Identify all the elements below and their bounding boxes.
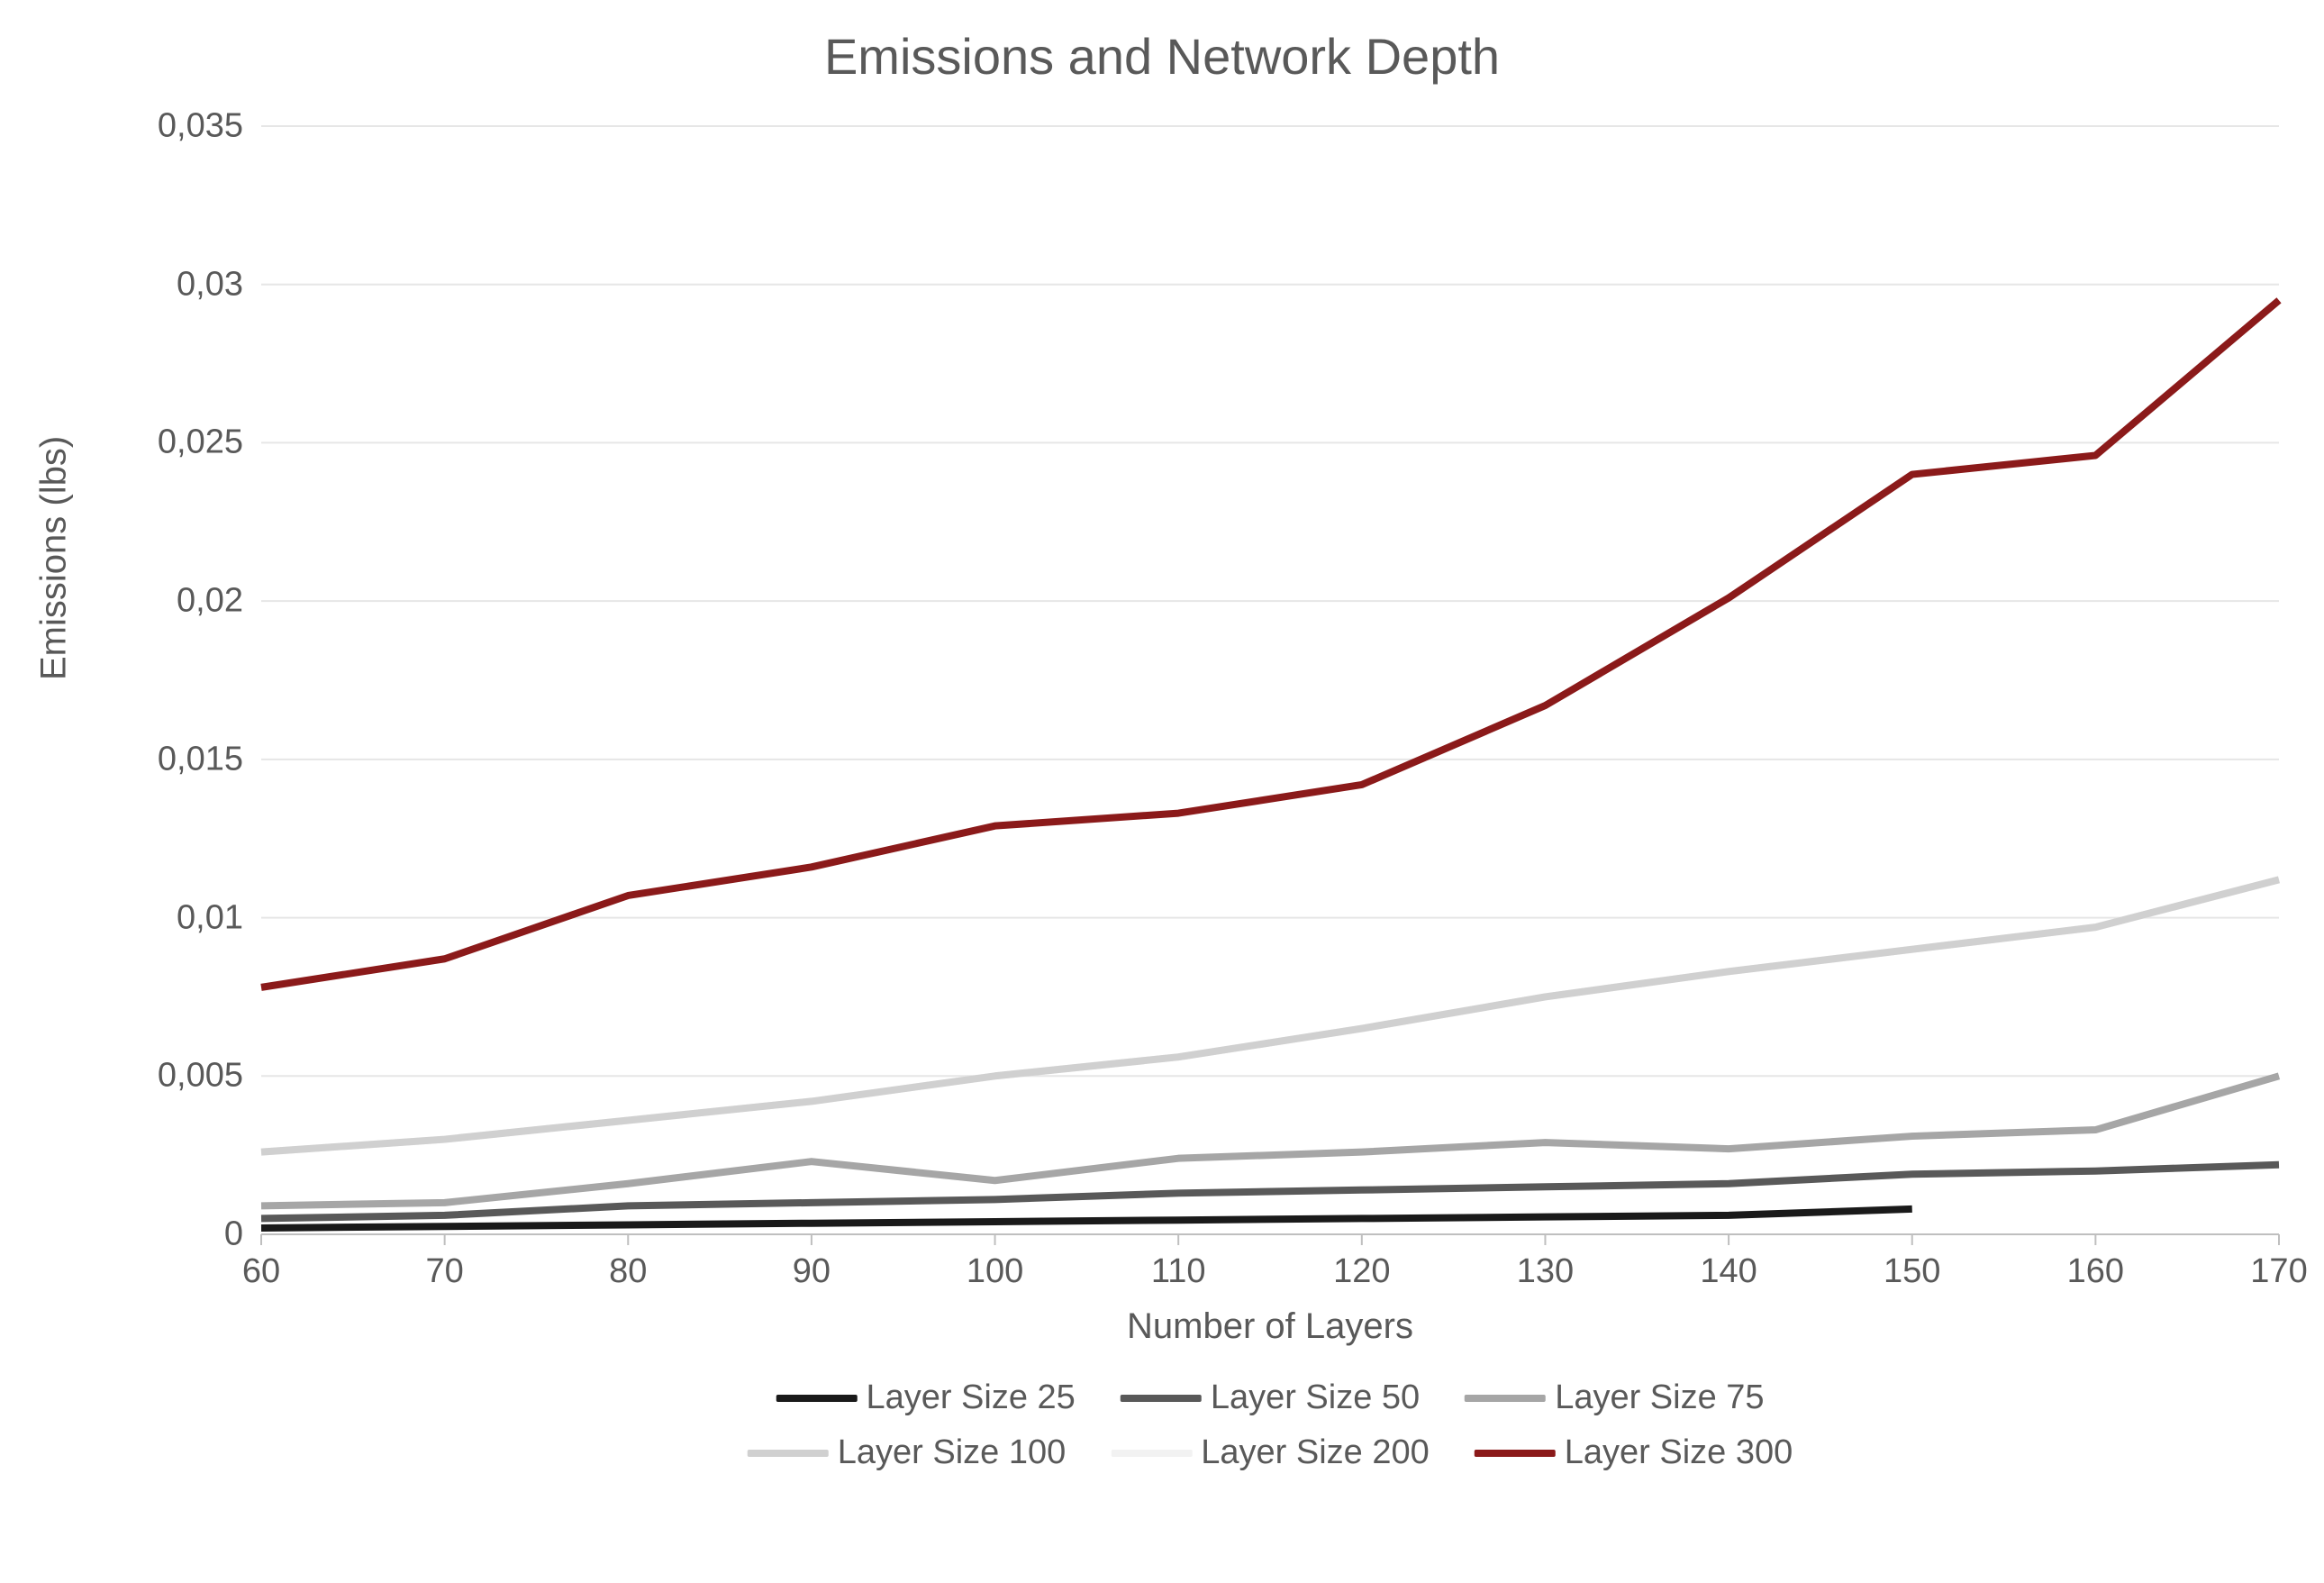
y-tick-label: 0,035 — [158, 107, 243, 146]
x-tick-label: 110 — [1151, 1252, 1206, 1291]
legend-label: Layer Size 25 — [866, 1378, 1075, 1417]
x-tick-label: 90 — [793, 1252, 831, 1291]
legend-label: Layer Size 50 — [1211, 1378, 1420, 1417]
plot-area — [261, 126, 2279, 1234]
x-tick-label: 150 — [1884, 1252, 1940, 1291]
x-tick-label: 160 — [2067, 1252, 2124, 1291]
legend-label: Layer Size 75 — [1555, 1378, 1764, 1417]
series-line-layer300 — [261, 300, 2279, 987]
y-axis-label: Emissions (lbs) — [34, 436, 75, 680]
legend-item-layer100: Layer Size 100 — [748, 1433, 1067, 1472]
legend-swatch — [1121, 1395, 1202, 1402]
legend-item-layer300: Layer Size 300 — [1475, 1433, 1793, 1472]
x-tick-label: 60 — [242, 1252, 280, 1291]
legend-item-layer200: Layer Size 200 — [1111, 1433, 1430, 1472]
x-tick-label: 130 — [1517, 1252, 1574, 1291]
y-tick-label: 0,025 — [158, 423, 243, 462]
legend-label: Layer Size 200 — [1201, 1433, 1430, 1472]
emissions-chart: Emissions and Network Depth Emissions (l… — [0, 0, 2324, 1583]
legend-label: Layer Size 300 — [1565, 1433, 1793, 1472]
legend-swatch — [1465, 1395, 1546, 1402]
legend-swatch — [776, 1395, 857, 1402]
legend-item-layer75: Layer Size 75 — [1465, 1378, 1764, 1417]
y-tick-label: 0,015 — [158, 740, 243, 778]
legend-label: Layer Size 100 — [838, 1433, 1067, 1472]
legend-swatch — [748, 1450, 829, 1457]
x-tick-label: 170 — [2250, 1252, 2307, 1291]
y-tick-label: 0,005 — [158, 1057, 243, 1096]
legend-row: Layer Size 100 Layer Size 200 Layer Size 3… — [748, 1433, 1793, 1472]
y-tick-label: 0,03 — [177, 265, 243, 304]
legend-swatch — [1111, 1450, 1192, 1457]
chart-svg — [261, 126, 2279, 1234]
x-axis-label: Number of Layers — [1127, 1306, 1413, 1347]
series-line-layer75 — [261, 1076, 2279, 1205]
legend-row: Layer Size 25 Layer Size 50 Layer Size 75 — [776, 1378, 1764, 1417]
legend: Layer Size 25Layer Size 50Layer Size 75L… — [748, 1378, 1793, 1472]
legend-swatch — [1475, 1450, 1556, 1457]
legend-item-layer50: Layer Size 50 — [1121, 1378, 1420, 1417]
legend-item-layer25: Layer Size 25 — [776, 1378, 1075, 1417]
x-tick-label: 80 — [609, 1252, 647, 1291]
y-tick-label: 0 — [224, 1215, 243, 1254]
x-tick-label: 120 — [1333, 1252, 1390, 1291]
y-tick-label: 0,02 — [177, 582, 243, 621]
x-tick-label: 100 — [967, 1252, 1023, 1291]
x-tick-label: 70 — [425, 1252, 463, 1291]
chart-title: Emissions and Network Depth — [0, 27, 2324, 86]
x-tick-label: 140 — [1700, 1252, 1757, 1291]
y-tick-label: 0,01 — [177, 898, 243, 937]
